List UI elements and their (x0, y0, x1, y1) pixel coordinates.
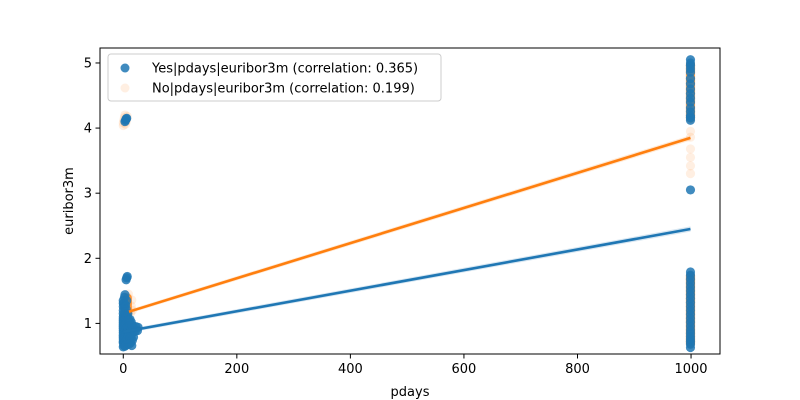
point-yes-83 (122, 113, 132, 123)
legend-marker-no (120, 83, 130, 93)
plot-area (118, 55, 696, 353)
x-tick-label-0: 0 (119, 362, 127, 377)
x-tick-label-1000: 1000 (674, 362, 707, 377)
x-tick-label-400: 400 (338, 362, 363, 377)
point-no-25 (685, 169, 696, 179)
plot-frame (99, 47, 721, 355)
legend: Yes|pdays|euribor3m (correlation: 0.365)… (107, 53, 442, 102)
x-tick-label-600: 600 (452, 362, 477, 377)
point-yes-125 (685, 55, 696, 65)
y-tick-label-5: 5 (84, 56, 92, 71)
y-axis-label: euribor3m (62, 167, 77, 235)
point-no-27 (685, 152, 696, 162)
point-yes-109 (685, 185, 696, 195)
legend-box (107, 53, 442, 102)
y-tick-label-2: 2 (84, 252, 92, 267)
point-no-30 (685, 126, 696, 136)
point-yes-120 (685, 74, 696, 84)
x-axis-label: pdays (391, 385, 430, 400)
trend-line-no (128, 136, 691, 313)
point-yes-108 (685, 267, 696, 277)
point-no-26 (685, 161, 696, 171)
x-tick-label-800: 800 (565, 362, 590, 377)
y-tick-label-1: 1 (84, 317, 92, 332)
trend-line-yes (123, 227, 691, 334)
point-no-28 (685, 144, 696, 154)
y-tick-label-3: 3 (84, 187, 92, 202)
legend-label-no: No|pdays|euribor3m (correlation: 0.199) (152, 82, 415, 97)
axes: 0 200 400 600 800 1000 1 2 3 4 5 (84, 56, 708, 377)
legend-label-yes: Yes|pdays|euribor3m (correlation: 0.365) (151, 62, 418, 77)
point-yes-47 (122, 296, 132, 306)
x-tick-label-200: 200 (224, 362, 249, 377)
legend-marker-yes (120, 63, 130, 73)
y-tick-label-4: 4 (84, 122, 92, 137)
point-yes-86 (122, 271, 132, 282)
